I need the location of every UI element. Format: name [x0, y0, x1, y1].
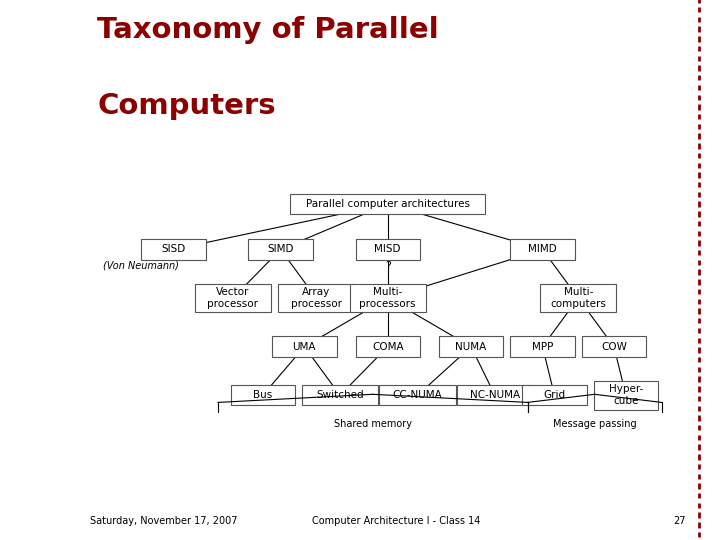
Text: Computer Architecture I - Class 14: Computer Architecture I - Class 14 [312, 516, 480, 526]
Text: Multi-
computers: Multi- computers [550, 287, 606, 309]
Text: SISD: SISD [161, 245, 186, 254]
FancyBboxPatch shape [278, 284, 354, 312]
Text: Message passing: Message passing [553, 418, 636, 429]
Text: UMA: UMA [292, 342, 316, 352]
Text: Taxonomy of Parallel: Taxonomy of Parallel [97, 16, 439, 44]
Text: Shared memory: Shared memory [334, 418, 412, 429]
Text: Multi-
processors: Multi- processors [359, 287, 416, 309]
Text: Grid: Grid [544, 390, 565, 400]
Text: MIMD: MIMD [528, 245, 557, 254]
Text: CC-NUMA: CC-NUMA [392, 390, 442, 400]
FancyBboxPatch shape [272, 336, 336, 357]
FancyBboxPatch shape [522, 385, 587, 406]
FancyBboxPatch shape [594, 381, 658, 409]
Text: Switched: Switched [316, 390, 364, 400]
FancyBboxPatch shape [356, 336, 420, 357]
FancyBboxPatch shape [141, 239, 205, 260]
FancyBboxPatch shape [510, 336, 575, 357]
FancyBboxPatch shape [290, 194, 485, 214]
FancyBboxPatch shape [540, 284, 616, 312]
Text: Hyper-
cube: Hyper- cube [608, 384, 643, 406]
Text: ?: ? [384, 261, 391, 271]
Text: Saturday, November 17, 2007: Saturday, November 17, 2007 [90, 516, 238, 526]
Text: MPP: MPP [532, 342, 553, 352]
Text: Array
processor: Array processor [291, 287, 342, 309]
FancyBboxPatch shape [248, 239, 312, 260]
Text: 27: 27 [673, 516, 685, 526]
FancyBboxPatch shape [456, 385, 533, 406]
Text: SIMD: SIMD [267, 245, 294, 254]
Text: COMA: COMA [372, 342, 403, 352]
Text: Informationsteknologi: Informationsteknologi [35, 237, 48, 389]
FancyBboxPatch shape [195, 284, 271, 312]
Text: UPPSALA
UNIVERSITET: UPPSALA UNIVERSITET [23, 40, 60, 51]
FancyBboxPatch shape [230, 385, 294, 406]
FancyBboxPatch shape [356, 239, 420, 260]
FancyBboxPatch shape [350, 284, 426, 312]
Text: COW: COW [601, 342, 627, 352]
Text: NUMA: NUMA [456, 342, 487, 352]
FancyBboxPatch shape [439, 336, 503, 357]
Text: Computers: Computers [97, 92, 276, 120]
FancyBboxPatch shape [302, 385, 378, 406]
Text: Bus: Bus [253, 390, 272, 400]
Text: Parallel computer architectures: Parallel computer architectures [306, 199, 469, 209]
Text: MISD: MISD [374, 245, 401, 254]
FancyBboxPatch shape [582, 336, 646, 357]
Text: NC-NUMA: NC-NUMA [470, 390, 520, 400]
Text: Vector
processor: Vector processor [207, 287, 258, 309]
FancyBboxPatch shape [510, 239, 575, 260]
Text: (Von Neumann): (Von Neumann) [103, 261, 179, 271]
FancyBboxPatch shape [379, 385, 456, 406]
